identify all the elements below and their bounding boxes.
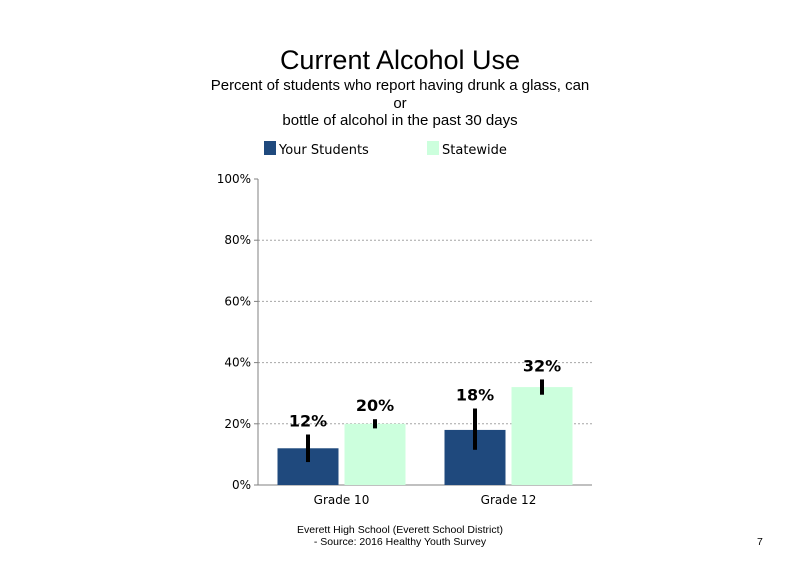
y-tick-label: 40% — [224, 356, 251, 370]
data-label: 12% — [289, 412, 327, 431]
footer: Everett High School (Everett School Dist… — [240, 524, 560, 548]
y-tick-label: 80% — [224, 233, 251, 247]
legend: Your Students Statewide — [264, 141, 507, 158]
legend-label: Statewide — [442, 143, 507, 158]
chart-subtitle: Percent of students who report having dr… — [0, 77, 800, 130]
data-label: 18% — [456, 386, 494, 405]
legend-label: Your Students — [278, 143, 369, 158]
data-label: 20% — [356, 396, 394, 415]
legend-swatch — [427, 141, 439, 155]
bar-statewide-grade-12 — [511, 387, 573, 485]
subtitle-line-2: or — [393, 94, 407, 112]
footer-source: - Source: 2016 Healthy Youth Survey — [313, 536, 487, 548]
bars — [277, 379, 573, 485]
y-tick-label: 100% — [217, 172, 251, 186]
footer-school: Everett High School (Everett School Dist… — [297, 524, 503, 536]
y-tick-label: 60% — [224, 294, 251, 308]
x-tick-label: Grade 10 — [314, 493, 370, 507]
legend-swatch — [264, 141, 276, 155]
bar-statewide-grade-10 — [344, 423, 406, 485]
chart-title: Current Alcohol Use — [279, 45, 521, 75]
subtitle-line-3: bottle of alcohol in the past 30 days — [282, 112, 518, 129]
x-tick-label: Grade 12 — [481, 493, 537, 507]
page-number: 7 — [757, 536, 763, 548]
y-tick-label: 0% — [232, 478, 251, 492]
labels: 12% 20% 18% 32% — [289, 356, 561, 430]
subtitle-line-1: Percent of students who report having dr… — [210, 77, 590, 94]
y-tick-label: 20% — [224, 417, 251, 431]
data-label: 32% — [523, 356, 561, 375]
axes: 0% 20% 40% 60% 80% 100% Grade 10 Grade 12 — [217, 172, 592, 507]
